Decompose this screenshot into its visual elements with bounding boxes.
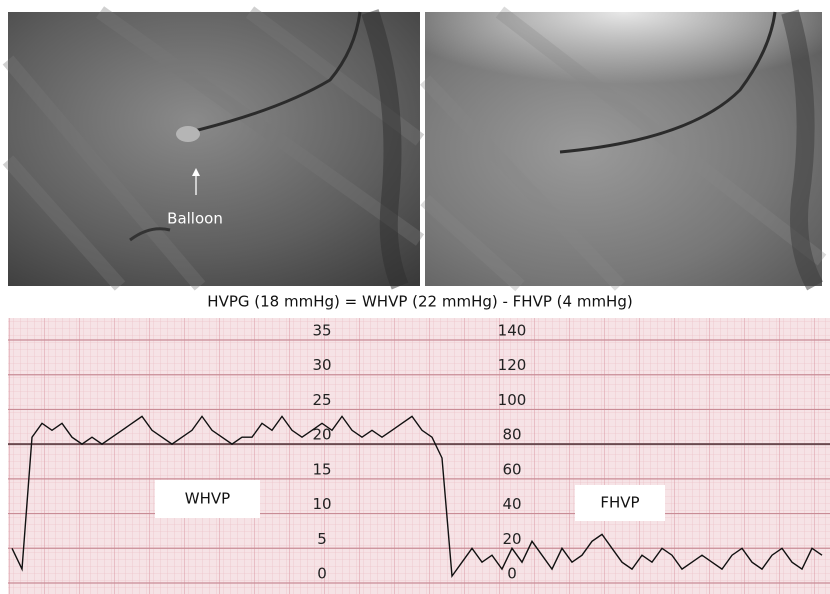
- y2-tick-label: 140: [498, 322, 527, 340]
- y2-tick-label: 100: [498, 391, 527, 409]
- y2-tick-label: 60: [502, 460, 521, 478]
- y2-tick-label: 20: [502, 530, 521, 548]
- y2-tick-label: 80: [502, 426, 521, 444]
- major-grid: [8, 318, 830, 594]
- y-tick-label: 5: [317, 530, 327, 548]
- y-tick-label: 25: [312, 391, 331, 409]
- y2-tick-label: 0: [507, 565, 517, 583]
- y-tick-label: 15: [312, 460, 331, 478]
- pressure-trace: [11, 415, 823, 579]
- annotation-box: [575, 485, 665, 521]
- y-tick-label: 0: [317, 565, 327, 583]
- annotation: FHVP: [600, 494, 639, 512]
- y-tick-label: 10: [312, 495, 331, 513]
- trace-chart: 0 5 10 15 20 25 30 35 0 20 40 60 80 100 120 140 WHVP FHVP: [8, 322, 830, 584]
- balloon-arrow: [192, 168, 200, 195]
- y-tick-label: 20: [312, 426, 331, 444]
- xray-left: [2, 6, 425, 291]
- y2-tick-label: 120: [498, 356, 527, 374]
- annotation: WHVP: [185, 490, 230, 508]
- balloon-label: Balloon: [167, 210, 223, 228]
- y2-tick-label: 40: [502, 495, 521, 513]
- y-tick-label: 30: [312, 356, 331, 374]
- caption: HVPG (18 mmHg) = WHVP (22 mmHg) - FHVP (…: [207, 293, 632, 311]
- xray-right: [419, 6, 827, 292]
- annotation-box: [155, 480, 260, 518]
- y-tick-label: 35: [312, 322, 331, 340]
